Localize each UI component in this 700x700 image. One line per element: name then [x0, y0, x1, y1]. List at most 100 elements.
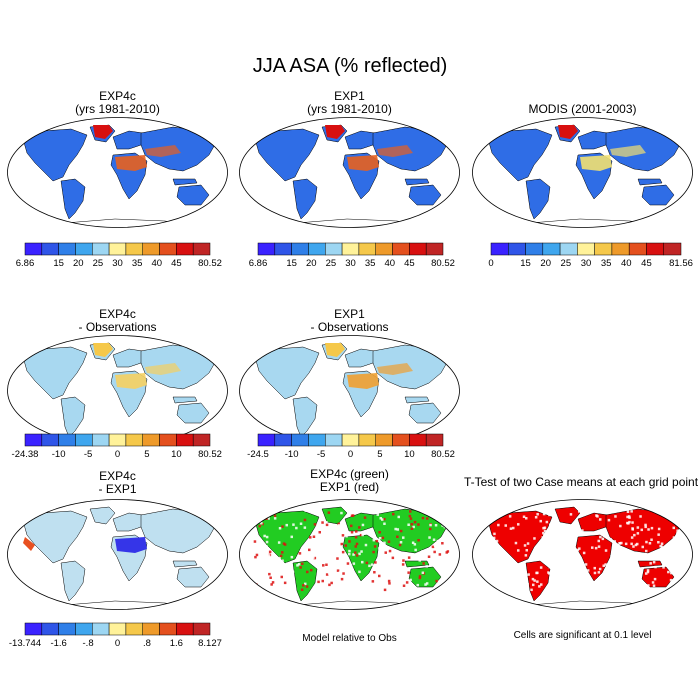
colorbar-swatch [125, 433, 143, 447]
colorbar-min-label: 0 [488, 258, 493, 269]
colorbar-swatch [159, 433, 177, 447]
colorbar-max-label: 81.56 [669, 258, 693, 269]
colorbar-tick-label: 10 [404, 449, 415, 460]
colorbar-swatch [409, 433, 427, 447]
colorbar-tick-label: -5 [317, 449, 325, 460]
colorbar-exp4c-obs: -24.38 80.52 -10 -5 0 5 10 [12, 433, 222, 460]
landmass-indonesia [637, 178, 663, 186]
landmass-australia [641, 566, 675, 588]
colorbar-swatch [325, 242, 343, 256]
colorbar-swatch [594, 242, 613, 256]
colorbar-swatch [646, 242, 664, 256]
map-green-red [239, 499, 460, 610]
colorbar-swatch [108, 433, 127, 447]
greenland-ice [93, 343, 113, 357]
note-significance: Cells are significant at 0.1 level [513, 630, 652, 641]
colorbar-swatch [628, 242, 647, 256]
colorbar-tick-label: 40 [384, 258, 395, 269]
map-modis [472, 117, 693, 228]
colorbar-min-label: -24.5 [247, 449, 269, 460]
colorbar-swatch [192, 242, 211, 256]
panel-title-modis: MODIS (2001-2003) [528, 102, 637, 116]
landmass-australia [408, 402, 442, 424]
colorbar-tick-label: 45 [404, 258, 415, 269]
colorbar-swatch [142, 433, 160, 447]
colorbar-swatch [58, 433, 76, 447]
landmass-australia [408, 184, 442, 206]
colorbar-swatch [108, 242, 127, 256]
colorbar-tick-label: 15 [520, 258, 531, 269]
colorbar-tick-label: 0 [348, 449, 353, 460]
panel-title-ttest: T-Test of two Case means at each grid po… [463, 475, 699, 489]
landmass-australia [408, 566, 442, 588]
colorbar-swatch [192, 433, 211, 447]
colorbar-exp1: 6.86 80.52 15 20 25 30 35 40 45 [249, 242, 455, 269]
globe-frame [472, 499, 693, 610]
map-exp4c [7, 117, 228, 228]
sahara-region [347, 373, 379, 389]
landmass-samerica [60, 560, 86, 602]
landmass-indonesia [404, 178, 430, 186]
colorbar-swatch [108, 622, 127, 636]
colorbar-min-label: 6.86 [249, 258, 268, 269]
note-model-relative: Model relative to Obs [302, 633, 397, 644]
map-exp4c-exp1 [7, 499, 228, 610]
colorbar-swatch [358, 242, 376, 256]
colorbar-swatch [341, 433, 360, 447]
landmass-namerica [22, 128, 88, 182]
landmass-namerica [487, 510, 553, 564]
sahara-region [115, 155, 147, 171]
colorbar-swatch [291, 242, 309, 256]
colorbar-swatch [75, 433, 93, 447]
colorbar-swatch [75, 242, 93, 256]
colorbar-swatch [341, 242, 360, 256]
colorbar-tick-label: 25 [93, 258, 104, 269]
colorbar-swatch [176, 433, 194, 447]
colorbar-swatch [291, 433, 309, 447]
colorbar-swatch [176, 242, 194, 256]
colorbar-swatch [542, 242, 561, 256]
greenland-ice [93, 125, 113, 139]
central-asia-region [145, 363, 181, 375]
panel-title-exp4c: EXP4c (yrs 1981-2010) [75, 89, 160, 116]
colorbar-swatch [41, 622, 59, 636]
colorbar-tick-label: 20 [306, 258, 317, 269]
landmass-australia [176, 566, 210, 588]
colorbar-min-label: 6.86 [16, 258, 35, 269]
map-exp1 [239, 117, 460, 228]
colorbar-tick-label: 35 [601, 258, 612, 269]
landmass-namerica [254, 346, 320, 400]
colorbar-max-label: 8.127 [198, 638, 222, 649]
colorbar-min-label: -24.38 [12, 449, 39, 460]
colorbar-swatch [577, 242, 595, 256]
colorbar-tick-label: 5 [377, 449, 382, 460]
map-exp1-obs [239, 335, 460, 446]
colorbar-swatch [24, 242, 43, 256]
colorbar-swatch [159, 242, 177, 256]
colorbar-swatch [92, 433, 110, 447]
globe-frame [7, 117, 228, 228]
colorbar-tick-label: 5 [144, 449, 149, 460]
figure-title: JJA ASA (% reflected) [252, 55, 448, 77]
colorbar-swatch [125, 242, 143, 256]
central-asia-region [377, 363, 413, 375]
colorbar-tick-label: .8 [143, 638, 151, 649]
map-ttest [472, 499, 693, 610]
landmass-australia [641, 184, 675, 206]
colorbar-tick-label: 25 [561, 258, 572, 269]
panel-title-exp4c-obs: EXP4c - Observations [78, 307, 157, 334]
colorbar-tick-label: 40 [621, 258, 632, 269]
landmass-australia [176, 184, 210, 206]
colorbar-tick-label: -1.6 [50, 638, 66, 649]
landmass-indonesia [172, 396, 198, 404]
sahara-region [115, 537, 147, 553]
map-exp4c-obs [7, 335, 228, 446]
colorbar-swatch [142, 242, 160, 256]
panel-title-exp1-obs: EXP1- Observations [310, 307, 389, 334]
landmass-samerica [292, 178, 318, 220]
landmass-samerica [60, 178, 86, 220]
colorbar-swatch [274, 433, 292, 447]
colorbar-swatch [192, 622, 211, 636]
colorbar-modis: 0 81.56 15 20 25 30 35 40 45 [488, 242, 693, 269]
landmass-samerica [525, 178, 551, 220]
